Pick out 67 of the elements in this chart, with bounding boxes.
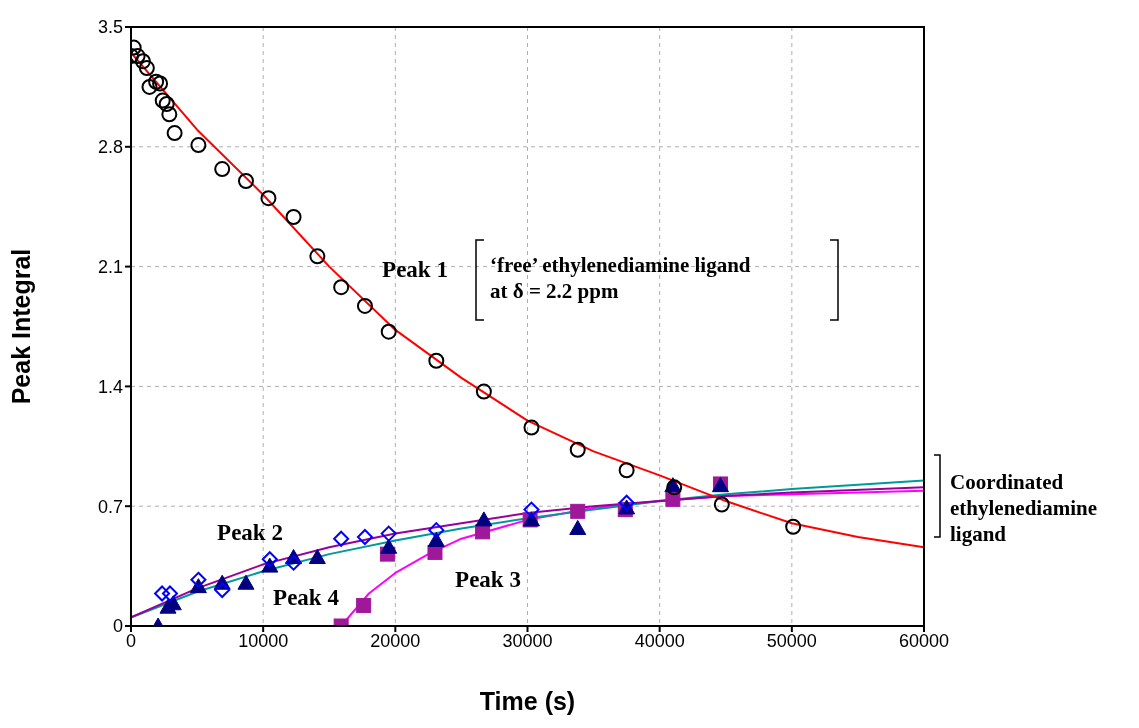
point: [214, 582, 231, 599]
x-tick-label: 30000: [502, 630, 553, 651]
annotation: Peak 4: [273, 585, 340, 610]
point: [569, 519, 587, 535]
point: [161, 585, 178, 602]
point: [138, 60, 155, 77]
text: Coordinated ethylenediamine ligand: [950, 470, 1097, 546]
point: [148, 73, 165, 90]
point: [152, 75, 169, 92]
point: [523, 501, 540, 518]
x-tick-label: 20000: [370, 630, 421, 651]
point: [166, 125, 183, 142]
y-axis-title: Peak Integral: [7, 248, 35, 405]
x-tick-label: 0: [125, 630, 137, 651]
y-tick-label: 2.8: [97, 137, 123, 158]
point: [260, 190, 277, 207]
point: [141, 78, 158, 95]
point: [380, 323, 397, 340]
point: [356, 597, 372, 613]
point: [356, 297, 373, 314]
annotation: ‘free’ ethylenediamine ligand at δ = 2.2 ppm: [490, 253, 751, 303]
point: [190, 137, 207, 154]
point: [261, 551, 278, 568]
point: [333, 530, 350, 547]
x-axis-title: Time (s): [479, 687, 576, 715]
point: [475, 383, 492, 400]
y-tick-label: 3.5: [97, 17, 123, 38]
point: [475, 511, 493, 527]
point: [380, 525, 397, 542]
x-tick-label: 50000: [766, 630, 817, 651]
annotation: Peak 1: [382, 257, 448, 282]
point: [237, 574, 255, 590]
point: [785, 518, 802, 535]
point: [308, 549, 326, 565]
point: [309, 248, 326, 265]
point: [428, 352, 445, 369]
point: [131, 48, 146, 65]
point: [134, 53, 151, 70]
point: [158, 96, 175, 113]
x-tick-label: 60000: [898, 630, 950, 651]
y-tick-label: 0: [112, 616, 123, 637]
annotation: Peak 2: [217, 520, 283, 545]
point: [618, 494, 635, 511]
y-tick-label: 2.1: [97, 256, 123, 277]
y-tick-label: 0.7: [97, 496, 123, 517]
point: [237, 173, 254, 190]
point: [713, 496, 730, 513]
point: [214, 161, 231, 178]
point: [154, 585, 171, 602]
point: [428, 522, 445, 539]
point: [285, 554, 302, 571]
y-tick-label: 1.4: [97, 376, 123, 397]
point: [190, 571, 207, 588]
point: [427, 531, 445, 547]
x-tick-label: 40000: [634, 630, 685, 651]
annotation: Peak 3: [455, 567, 521, 592]
x-tick-label: 10000: [238, 630, 289, 651]
point: [523, 419, 540, 436]
point: [618, 462, 635, 479]
point: [380, 538, 398, 554]
point: [356, 529, 373, 546]
point: [570, 503, 586, 519]
point: [333, 279, 350, 296]
point: [154, 92, 171, 109]
point: [285, 208, 302, 225]
point: [161, 106, 178, 123]
point: [569, 441, 586, 458]
